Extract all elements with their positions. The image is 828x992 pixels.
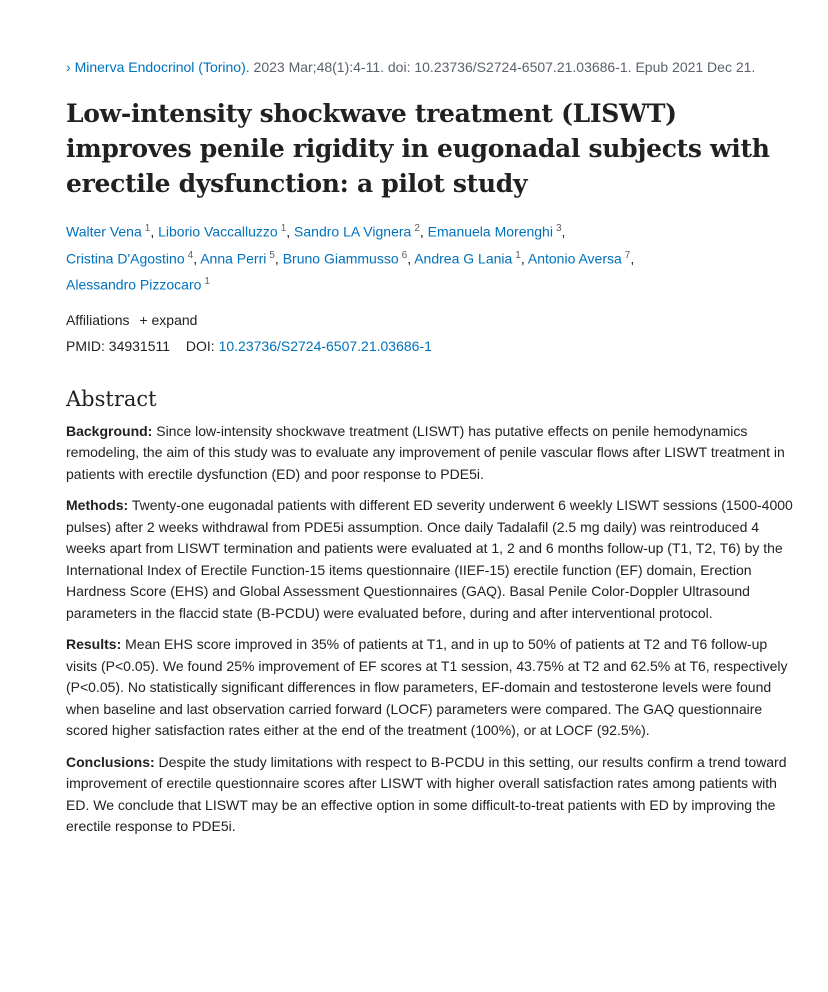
separator: , — [193, 250, 201, 267]
author-link[interactable]: Cristina D'Agostino — [66, 250, 185, 267]
affiliation-number[interactable]: 7 — [624, 249, 631, 261]
affiliations: Affiliations + expand — [66, 309, 798, 331]
separator: , — [150, 223, 159, 240]
author-link[interactable]: Liborio Vaccalluzzo — [158, 223, 278, 240]
separator: , — [407, 250, 415, 267]
author-link[interactable]: Alessandro Pizzocaro — [66, 276, 202, 293]
affiliation-number[interactable]: 6 — [401, 249, 408, 261]
separator: , — [419, 223, 428, 240]
author-link[interactable]: Andrea G Lania — [414, 250, 513, 267]
author-link[interactable]: Emanuela Morenghi — [427, 223, 553, 240]
separator: , — [286, 223, 295, 240]
author-link[interactable]: Bruno Giammusso — [282, 250, 399, 267]
section-label: Conclusions: — [66, 753, 155, 770]
abstract-results: Results: Mean EHS score improved in 35% … — [66, 634, 798, 742]
doi-link[interactable]: 10.23736/S2724-6507.21.03686-1 — [218, 337, 432, 354]
pmid-label: PMID: — [66, 337, 105, 354]
section-text: Despite the study limitations with respe… — [66, 753, 787, 835]
section-label: Methods: — [66, 497, 129, 514]
abstract-heading: Abstract — [66, 386, 157, 411]
author-list: Walter Vena 1, Liborio Vaccalluzzo 1, Sand… — [66, 217, 798, 297]
identifiers: PMID: 34931511 DOI: 10.23736/S2724-6507.… — [66, 335, 798, 357]
section-text: Since low-intensity shockwave treatment … — [66, 422, 785, 482]
section-text: Mean EHS score improved in 35% of patien… — [66, 636, 788, 739]
affiliation-number[interactable]: 4 — [187, 249, 194, 261]
affiliation-number[interactable]: 5 — [269, 249, 275, 261]
affiliation-number[interactable]: 1 — [280, 223, 287, 234]
journal-name: Minerva Endocrinol (Torino). — [74, 59, 250, 75]
author-link[interactable]: Walter Vena — [66, 223, 142, 240]
expand-affiliations-button[interactable]: + expand — [139, 311, 198, 328]
abstract-methods: Methods: Twenty-one eugonadal patients w… — [66, 495, 798, 624]
affiliation-number[interactable]: 1 — [204, 276, 210, 288]
section-label: Results: — [66, 636, 122, 653]
separator: , — [561, 223, 566, 240]
affiliation-number[interactable]: 3 — [555, 223, 562, 234]
citation: › Minerva Endocrinol (Torino). 2023 Mar;… — [66, 56, 798, 78]
separator: , — [520, 250, 528, 267]
abstract-conclusions: Conclusions: Despite the study limitatio… — [66, 752, 798, 838]
author-link[interactable]: Sandro LA Vignera — [294, 223, 412, 240]
doi-label: DOI: — [185, 337, 215, 354]
separator: , — [274, 250, 283, 267]
separator: , — [630, 250, 635, 267]
author-link[interactable]: Anna Perri — [200, 250, 267, 267]
affiliation-number[interactable]: 1 — [515, 249, 521, 261]
article-title: Low-intensity shockwave treatment (LISWT… — [66, 99, 770, 198]
article: › Minerva Endocrinol (Torino). 2023 Mar;… — [66, 56, 798, 848]
chevron-right-icon: › — [66, 59, 71, 75]
pmid-value: 34931511 — [108, 337, 171, 354]
affiliation-number[interactable]: 2 — [414, 223, 420, 234]
affiliations-label: Affiliations — [66, 311, 130, 328]
citation-details: 2023 Mar;48(1):4-11. doi: 10.23736/S2724… — [249, 59, 756, 75]
journal-link[interactable]: › Minerva Endocrinol (Torino). — [66, 59, 250, 75]
author-link[interactable]: Antonio Aversa — [527, 250, 622, 267]
abstract-background: Background: Since low-intensity shockwav… — [66, 421, 798, 486]
abstract-body: Background: Since low-intensity shockwav… — [66, 421, 798, 838]
affiliation-number[interactable]: 1 — [144, 223, 151, 234]
section-text: Twenty-one eugonadal patients with diffe… — [66, 497, 793, 621]
section-label: Background: — [66, 422, 153, 439]
